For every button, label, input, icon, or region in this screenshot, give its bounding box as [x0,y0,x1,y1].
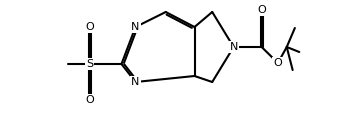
Text: O: O [85,22,94,32]
Text: N: N [131,22,140,32]
Text: S: S [86,59,93,69]
Text: O: O [257,5,266,15]
Text: N: N [131,77,140,87]
Text: N: N [229,42,238,52]
Text: O: O [273,58,282,68]
Text: O: O [85,95,94,105]
